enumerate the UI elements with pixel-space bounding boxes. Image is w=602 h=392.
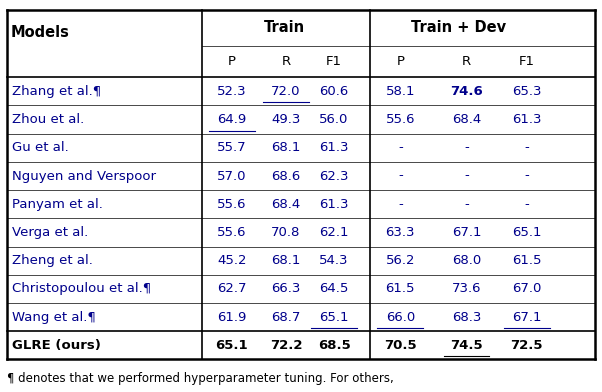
Text: Zhou et al.: Zhou et al. xyxy=(12,113,84,126)
Text: 70.5: 70.5 xyxy=(384,339,417,352)
Text: -: - xyxy=(398,198,403,211)
Text: 65.3: 65.3 xyxy=(512,85,542,98)
Text: -: - xyxy=(398,141,403,154)
Text: -: - xyxy=(464,141,469,154)
Text: 62.3: 62.3 xyxy=(319,169,349,183)
Text: Gu et al.: Gu et al. xyxy=(12,141,69,154)
Text: F1: F1 xyxy=(326,55,342,68)
Text: 72.0: 72.0 xyxy=(271,85,301,98)
Text: 62.7: 62.7 xyxy=(217,282,247,296)
Text: 64.5: 64.5 xyxy=(320,282,349,296)
Text: -: - xyxy=(524,141,529,154)
Text: 57.0: 57.0 xyxy=(217,169,247,183)
Text: 68.0: 68.0 xyxy=(452,254,481,267)
Text: 68.5: 68.5 xyxy=(318,339,350,352)
Text: -: - xyxy=(524,169,529,183)
Text: ¶ denotes that we performed hyperparameter tuning. For others,: ¶ denotes that we performed hyperparamet… xyxy=(7,372,394,385)
Text: 70.8: 70.8 xyxy=(272,226,300,239)
Text: 64.9: 64.9 xyxy=(217,113,246,126)
Text: 67.1: 67.1 xyxy=(512,310,542,324)
Text: 65.1: 65.1 xyxy=(319,310,349,324)
Text: 54.3: 54.3 xyxy=(319,254,349,267)
Text: 67.0: 67.0 xyxy=(512,282,541,296)
Text: 55.6: 55.6 xyxy=(217,226,247,239)
Text: 74.6: 74.6 xyxy=(450,85,483,98)
Text: R: R xyxy=(462,55,471,68)
Text: 61.5: 61.5 xyxy=(512,254,542,267)
Text: Models: Models xyxy=(10,25,69,40)
Text: 60.6: 60.6 xyxy=(320,85,349,98)
Text: Panyam et al.: Panyam et al. xyxy=(12,198,103,211)
Text: 58.1: 58.1 xyxy=(385,85,415,98)
Text: 68.7: 68.7 xyxy=(272,310,300,324)
Text: Christopoulou et al.¶: Christopoulou et al.¶ xyxy=(12,282,151,296)
Text: 55.7: 55.7 xyxy=(217,141,247,154)
Text: 56.0: 56.0 xyxy=(320,113,349,126)
Text: 52.3: 52.3 xyxy=(217,85,247,98)
Text: 56.2: 56.2 xyxy=(385,254,415,267)
Text: Verga et al.: Verga et al. xyxy=(12,226,88,239)
Text: 61.5: 61.5 xyxy=(385,282,415,296)
Text: 72.5: 72.5 xyxy=(510,339,543,352)
Text: -: - xyxy=(524,198,529,211)
Text: 68.4: 68.4 xyxy=(452,113,481,126)
Text: 68.6: 68.6 xyxy=(272,169,300,183)
Text: GLRE (ours): GLRE (ours) xyxy=(12,339,101,352)
Text: Train: Train xyxy=(264,20,305,35)
Text: 62.1: 62.1 xyxy=(319,226,349,239)
Text: 68.1: 68.1 xyxy=(272,141,300,154)
Text: 55.6: 55.6 xyxy=(217,198,247,211)
Text: 66.3: 66.3 xyxy=(272,282,300,296)
Text: P: P xyxy=(396,55,405,68)
Text: 45.2: 45.2 xyxy=(217,254,247,267)
Text: -: - xyxy=(398,169,403,183)
Text: Zheng et al.: Zheng et al. xyxy=(12,254,93,267)
Text: 66.0: 66.0 xyxy=(386,310,415,324)
Text: -: - xyxy=(464,169,469,183)
Text: F1: F1 xyxy=(519,55,535,68)
Text: 67.1: 67.1 xyxy=(452,226,482,239)
Text: 61.9: 61.9 xyxy=(217,310,246,324)
Text: P: P xyxy=(228,55,236,68)
Text: Zhang et al.¶: Zhang et al.¶ xyxy=(12,85,101,98)
Text: 61.3: 61.3 xyxy=(319,198,349,211)
Text: 61.3: 61.3 xyxy=(319,141,349,154)
Text: 72.2: 72.2 xyxy=(270,339,302,352)
Text: 68.1: 68.1 xyxy=(272,254,300,267)
Text: 55.6: 55.6 xyxy=(385,113,415,126)
Text: Wang et al.¶: Wang et al.¶ xyxy=(12,310,96,324)
Text: 68.3: 68.3 xyxy=(452,310,481,324)
Text: 68.4: 68.4 xyxy=(272,198,300,211)
Text: 74.5: 74.5 xyxy=(450,339,483,352)
Text: 63.3: 63.3 xyxy=(385,226,415,239)
Text: 49.3: 49.3 xyxy=(272,113,300,126)
Text: Train + Dev: Train + Dev xyxy=(411,20,506,35)
Text: Nguyen and Verspoor: Nguyen and Verspoor xyxy=(12,169,156,183)
Text: -: - xyxy=(464,198,469,211)
Text: 73.6: 73.6 xyxy=(452,282,482,296)
Text: R: R xyxy=(281,55,291,68)
Text: 61.3: 61.3 xyxy=(512,113,542,126)
Text: 65.1: 65.1 xyxy=(216,339,248,352)
Text: 65.1: 65.1 xyxy=(512,226,542,239)
